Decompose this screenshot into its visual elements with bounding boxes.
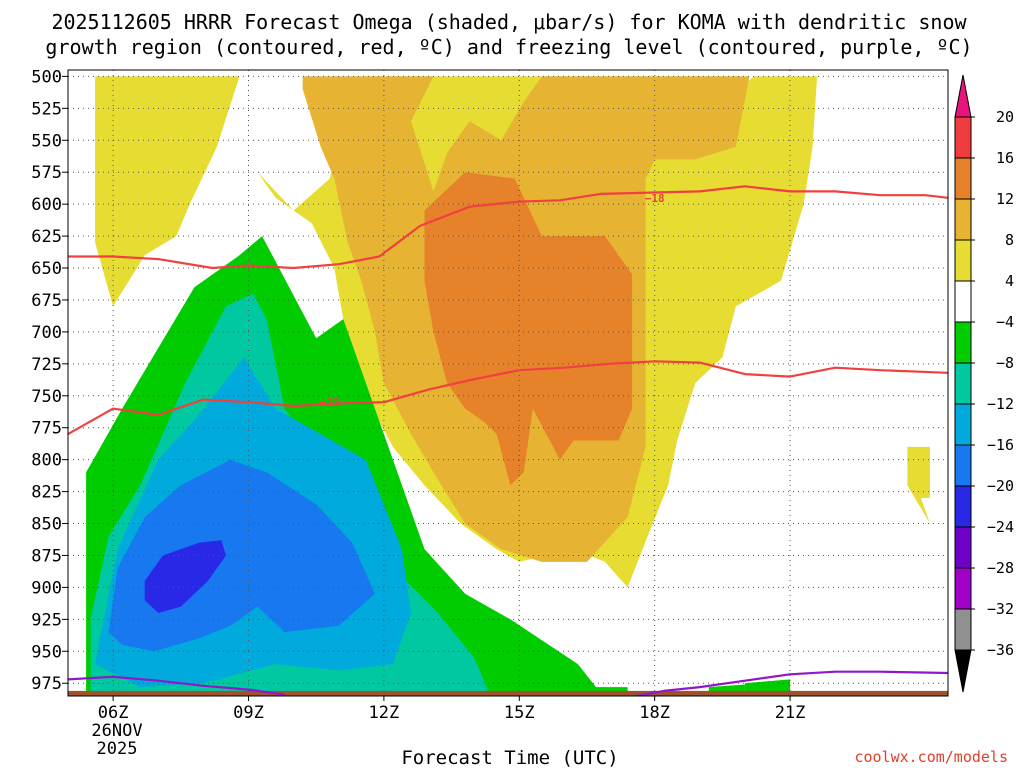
contour-dgz-lower-minus12 [68, 360, 948, 436]
y-tick-label: 500 [31, 67, 62, 87]
colorbar-swatch [954, 321, 972, 364]
y-tick-label: 825 [31, 483, 62, 503]
omega-shade-rising-12to16 [424, 172, 633, 486]
plot-frame [67, 69, 949, 697]
x-axis-title: Forecast Time (UTC) [401, 747, 618, 768]
colorbar-under-arrow [954, 649, 972, 693]
colorbar-swatch [954, 280, 972, 323]
colorbar-swatch [954, 198, 972, 241]
colorbar-over-arrow [954, 74, 972, 118]
chart-title-line-1: 2025112605 HRRR Forecast Omega (shaded, … [51, 10, 967, 34]
colorbar-label: −20 [987, 477, 1014, 495]
colorbar-label: 20 [996, 108, 1014, 126]
colorbar-swatch [954, 362, 972, 405]
plot-inner: −18 −12 [68, 70, 948, 696]
y-tick-label: 650 [31, 259, 62, 279]
x-date-label-year: 2025 [97, 739, 138, 759]
chart-title-line-2: growth region (contoured, red, ºC) and f… [45, 35, 972, 59]
colorbar-label: −16 [987, 436, 1014, 454]
x-tick-label: 18Z [639, 703, 670, 723]
contour-label: −12 [320, 396, 340, 409]
plot-area: −18 −12 [67, 69, 949, 697]
omega-shade-rising-4to8-right [907, 446, 930, 524]
contour-freezing-level-right [636, 670, 948, 696]
colorbar: −36 −32 −28 −24 −20 −16 −12 −8 −4 4 8 12 16 20 [954, 74, 1014, 693]
colorbar-label: 12 [996, 190, 1014, 208]
x-axis: 06Z 09Z 12Z 15Z 18Z 21Z [98, 696, 806, 723]
colorbar-label: −28 [987, 559, 1014, 577]
y-tick-label: 600 [31, 195, 62, 215]
contour-label: −18 [645, 192, 665, 205]
x-tick-label: 21Z [775, 703, 806, 723]
colorbar-label: −12 [987, 395, 1014, 413]
credit-link[interactable]: coolwx.com/models [854, 748, 1008, 766]
colorbar-swatch [954, 485, 972, 528]
y-tick-label: 700 [31, 323, 62, 343]
y-tick-label: 775 [31, 419, 62, 439]
colorbar-swatch [954, 239, 972, 282]
colorbar-label: 16 [996, 149, 1014, 167]
colorbar-label: −24 [987, 518, 1014, 536]
contour-freezing-level-left [68, 675, 285, 696]
omega-shade-sinking-minus20 [144, 540, 226, 613]
y-tick-label: 550 [31, 131, 62, 151]
colorbar-label: −4 [996, 313, 1014, 331]
x-tick-label: 15Z [504, 703, 535, 723]
colorbar-swatch [954, 444, 972, 487]
y-tick-label: 975 [31, 674, 62, 694]
y-tick-label: 625 [31, 227, 62, 247]
y-tick-label: 725 [31, 355, 62, 375]
colorbar-label: −32 [987, 600, 1014, 618]
y-tick-label: 675 [31, 291, 62, 311]
y-tick-label: 900 [31, 578, 62, 598]
colorbar-swatch [954, 567, 972, 610]
colorbar-swatch [954, 116, 972, 159]
colorbar-swatch [954, 157, 972, 200]
x-tick-label: 09Z [233, 703, 264, 723]
ground-strip [68, 690, 948, 696]
colorbar-swatch [954, 526, 972, 569]
colorbar-label: −36 [987, 641, 1014, 659]
x-tick-label: 12Z [369, 703, 400, 723]
y-tick-label: 575 [31, 163, 62, 183]
colorbar-label: 8 [1005, 231, 1014, 249]
colorbar-swatch [954, 403, 972, 446]
y-tick-label: 875 [31, 546, 62, 566]
y-tick-label: 950 [31, 642, 62, 662]
contour-dgz-upper-minus18 [68, 185, 948, 270]
y-tick-label: 800 [31, 451, 62, 471]
y-axis: 500 525 550 575 600 625 650 675 700 725 750 775 800 8… [31, 67, 68, 694]
y-tick-label: 850 [31, 515, 62, 535]
colorbar-label: −8 [996, 354, 1014, 372]
colorbar-label: 4 [1005, 272, 1014, 290]
y-tick-label: 750 [31, 387, 62, 407]
y-tick-label: 925 [31, 610, 62, 630]
x-tick-label: 06Z [98, 703, 129, 723]
colorbar-swatch [954, 608, 972, 651]
x-date-label-day: 26NOV [91, 721, 142, 741]
y-tick-label: 525 [31, 99, 62, 119]
